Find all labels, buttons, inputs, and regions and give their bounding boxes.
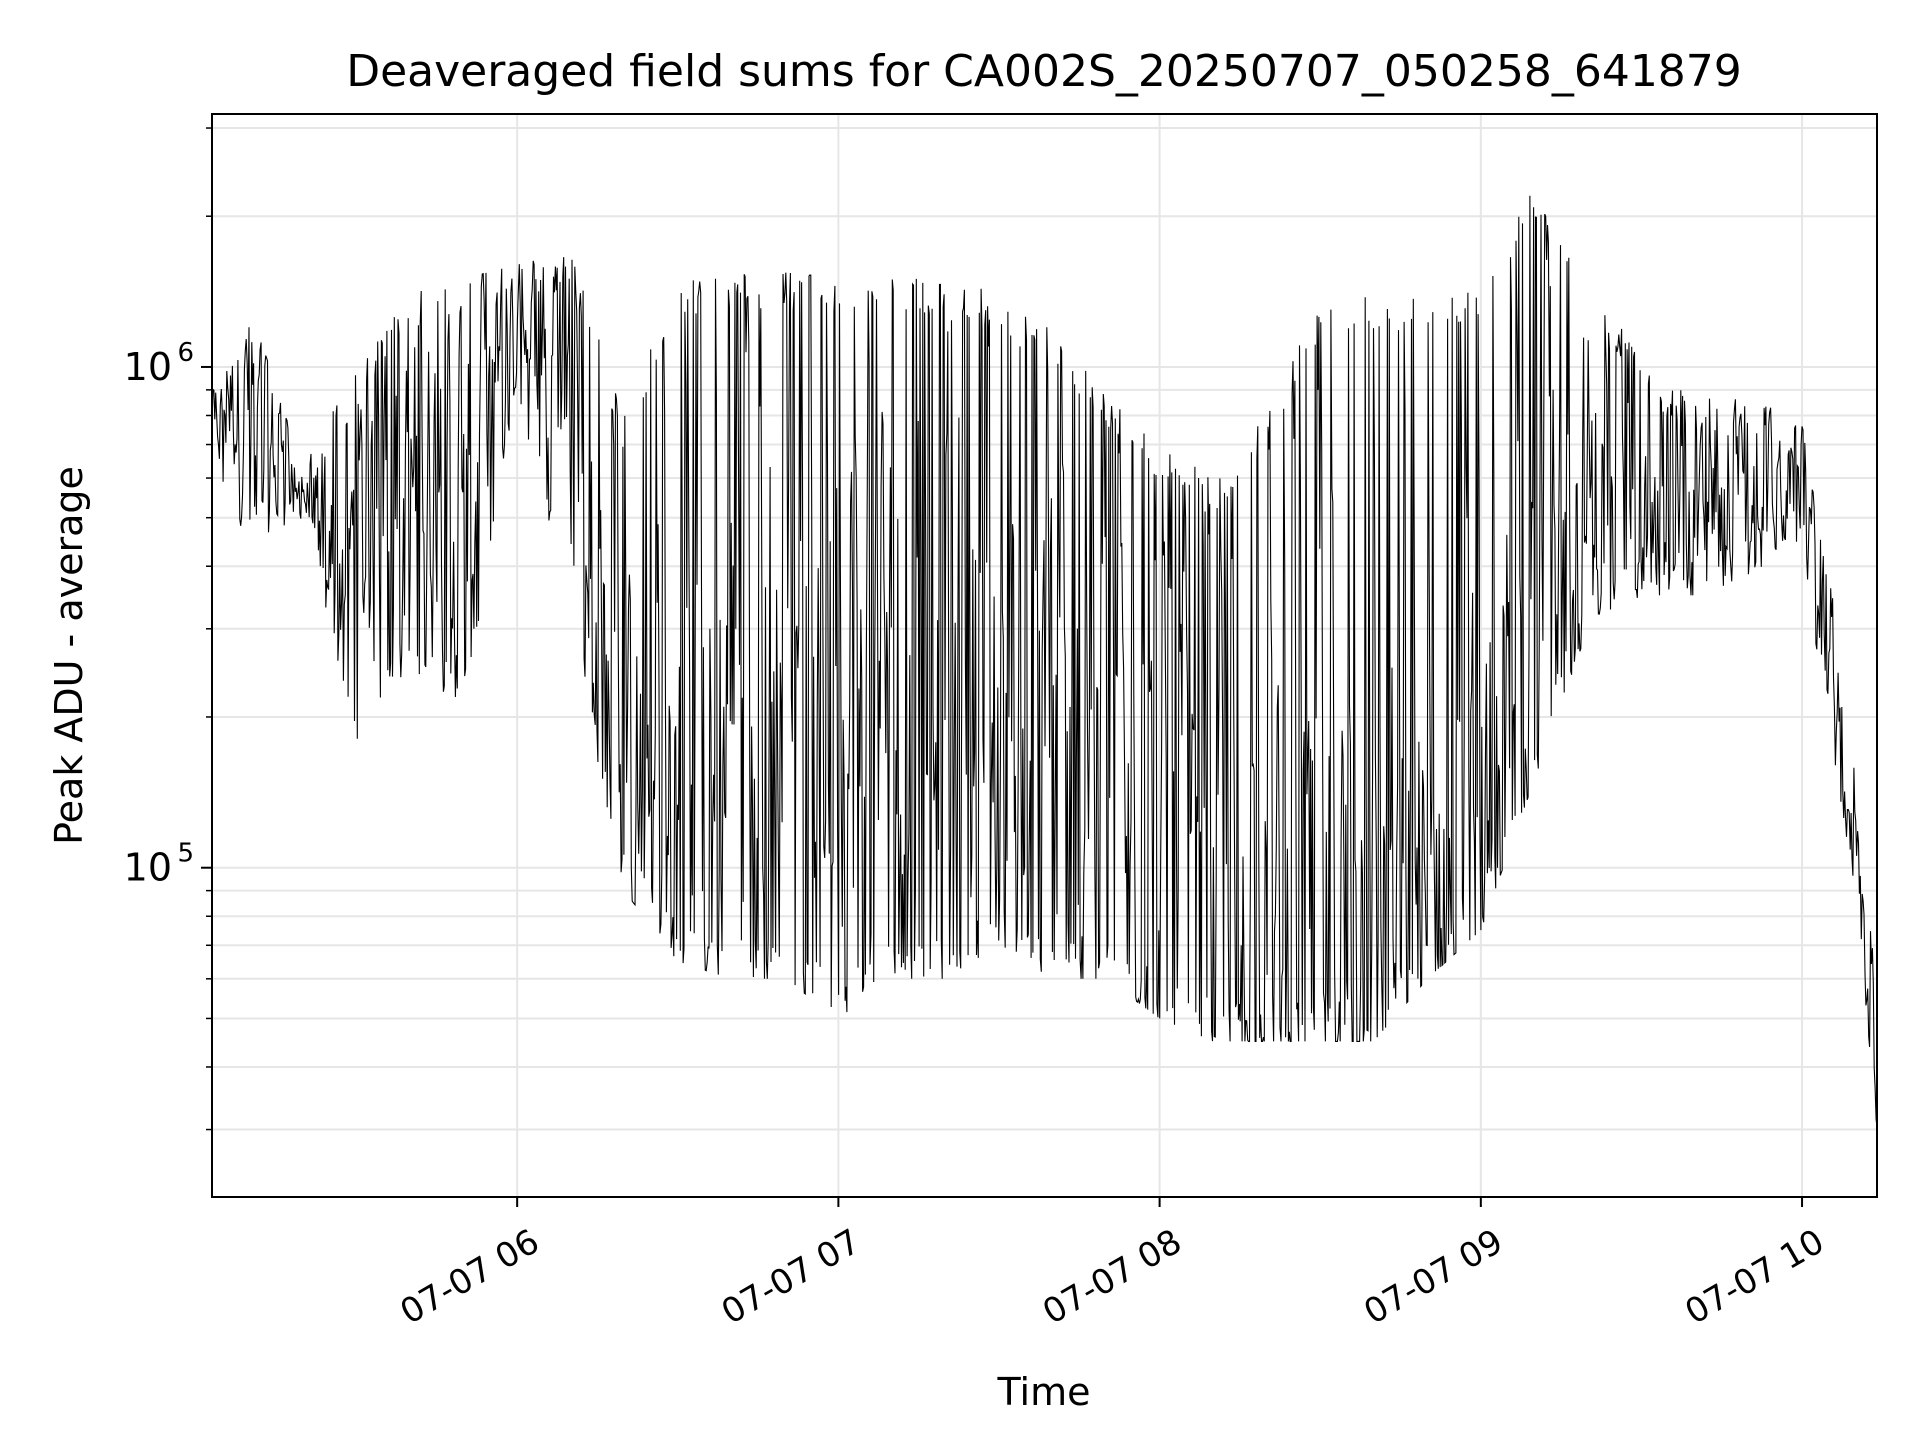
plot-area	[212, 195, 1877, 1128]
x-axis-label: Time	[997, 1370, 1091, 1414]
y-tick-label: 10	[124, 846, 172, 890]
y-tick-exponent: 5	[177, 839, 194, 869]
series-line	[212, 195, 1877, 1128]
chart-title: Deaveraged field sums for CA002S_2025070…	[346, 46, 1742, 97]
axes-frame	[211, 113, 1878, 1198]
y-tick-exponent: 6	[177, 338, 194, 368]
y-tick-label: 10	[124, 345, 172, 389]
y-axis-label: Peak ADU - average	[47, 466, 91, 845]
